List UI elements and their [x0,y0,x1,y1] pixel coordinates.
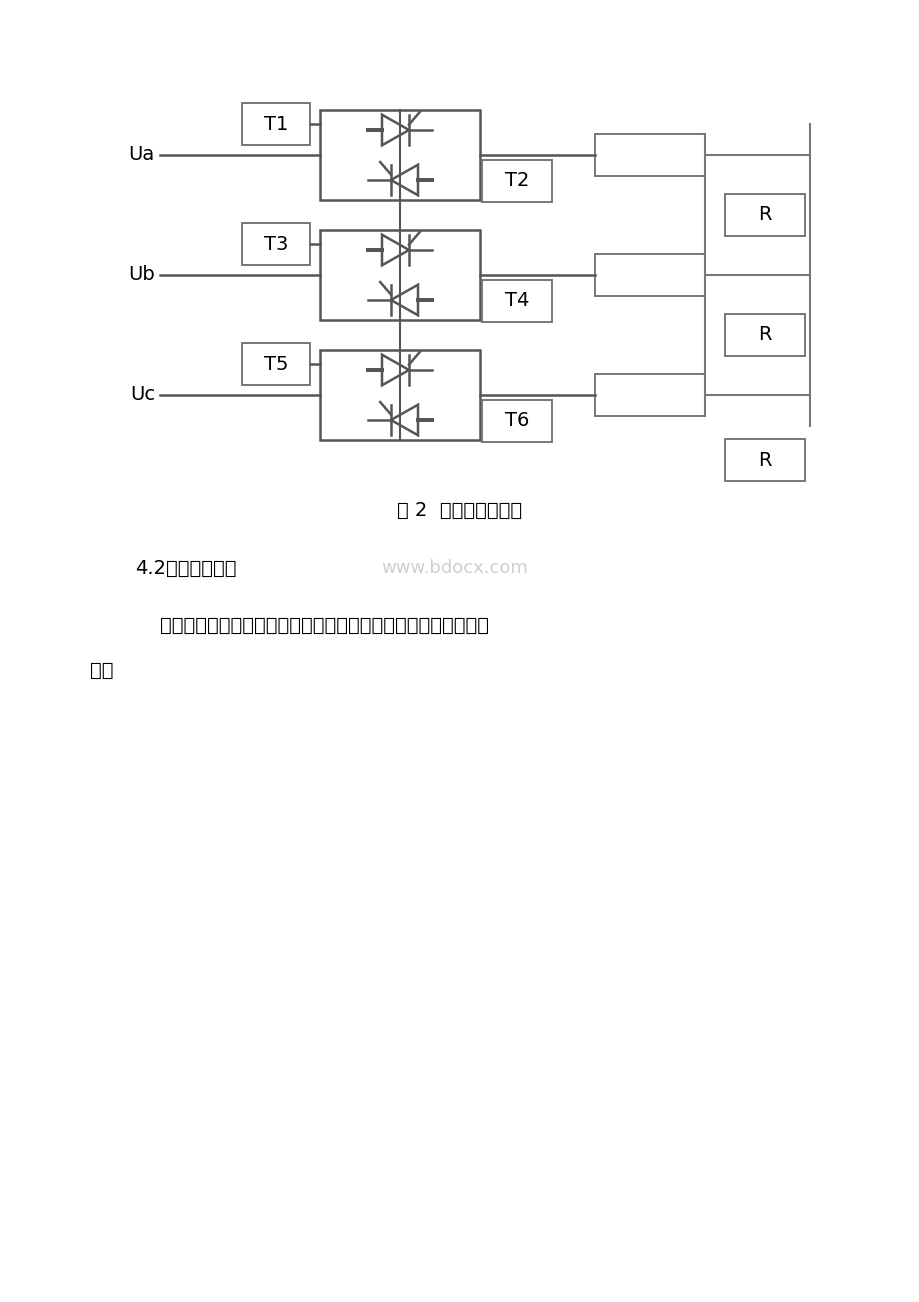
Bar [242,342,310,385]
Text: R: R [757,450,771,470]
Text: 图 2  调压电路原理图: 图 2 调压电路原理图 [397,500,522,519]
Text: T4: T4 [505,292,528,310]
Bar [482,160,551,202]
Bar [320,230,480,320]
Text: 下：: 下： [90,660,113,680]
Text: T3: T3 [264,234,288,254]
Text: Ub: Ub [128,266,154,285]
Bar [724,439,804,480]
Text: T1: T1 [264,115,288,134]
Text: T6: T6 [505,411,528,431]
Bar [724,194,804,236]
Bar [482,280,551,322]
Text: R: R [757,326,771,345]
Bar [595,374,704,417]
Bar [595,134,704,176]
Bar [320,109,480,201]
Text: T2: T2 [505,172,528,190]
Text: 开环系统的主电路由触发电路、调压电路、电机组成。原理图如: 开环系统的主电路由触发电路、调压电路、电机组成。原理图如 [135,616,489,634]
Text: 4.2开环调压调速: 4.2开环调压调速 [135,559,236,578]
Text: Uc: Uc [130,385,154,405]
Bar [724,314,804,355]
Bar [242,103,310,145]
Bar [320,350,480,440]
Bar [242,223,310,266]
Text: Ua: Ua [129,146,154,164]
Bar [482,400,551,441]
Text: www.bdocx.com: www.bdocx.com [381,559,528,577]
Text: R: R [757,206,771,224]
Bar [595,254,704,296]
Text: T5: T5 [264,354,288,374]
